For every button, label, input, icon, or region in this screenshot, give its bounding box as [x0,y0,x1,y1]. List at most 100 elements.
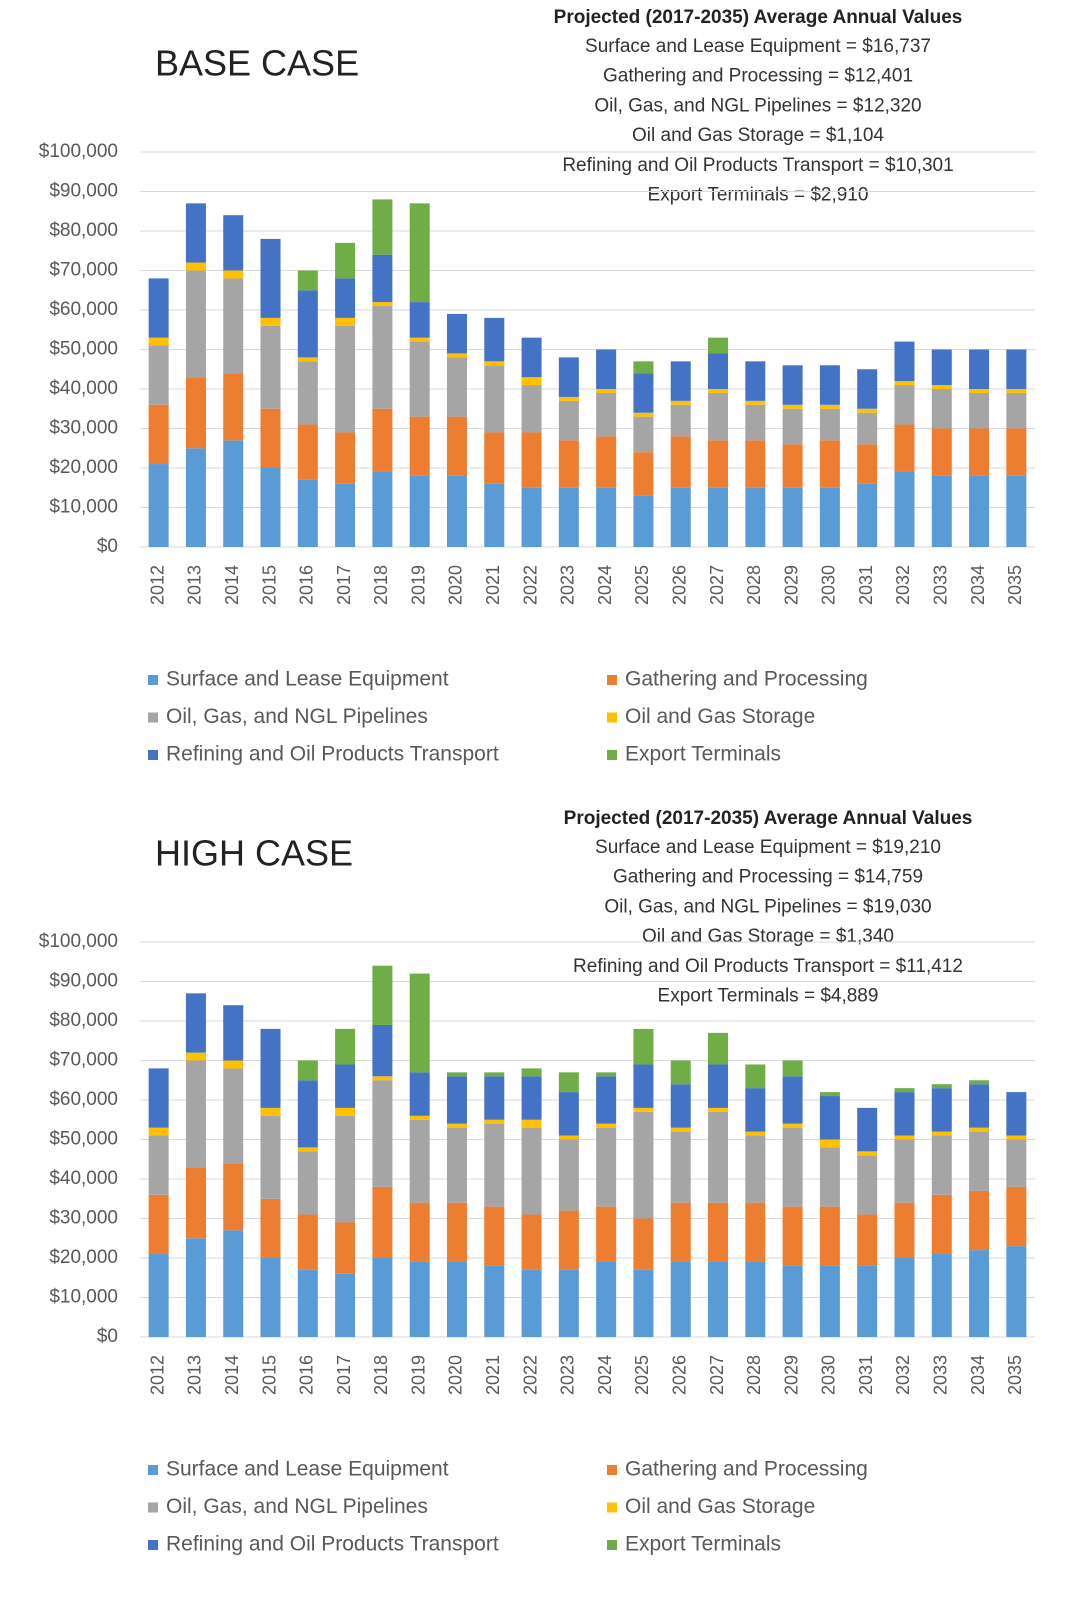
bar-segment [185,377,206,449]
legend-swatch [148,1465,158,1475]
bar-segment [670,400,691,405]
bar-segment [484,317,505,362]
x-tick-label: 2025 [632,565,652,605]
bar-segment [931,385,952,389]
bar-segment [521,385,542,433]
bar-segment [745,440,766,488]
x-tick-label: 2034 [968,565,988,605]
bar-segment [782,1076,803,1124]
bar-segment [372,1080,393,1187]
x-tick-label: 2022 [520,565,540,605]
x-tick-label: 2013 [185,1355,205,1395]
bar-segment [819,1265,840,1337]
bar-segment [484,365,505,433]
x-tick-label: 2022 [520,1355,540,1395]
x-tick-label: 2024 [595,1355,615,1395]
y-tick-label: $80,000 [49,1010,118,1031]
y-tick-label: $30,000 [49,418,118,439]
x-tick-label: 2015 [259,1355,279,1395]
bar-segment [819,440,840,488]
bar-segment [148,1135,169,1195]
bar-segment [1006,475,1027,547]
x-tick-label: 2027 [707,565,727,605]
x-tick-label: 2034 [968,1355,988,1395]
bar-segment [335,325,356,433]
bar-segment [372,306,393,409]
bar-segment [297,1147,318,1152]
x-tick-label: 2031 [856,1355,876,1395]
bar-segment [596,1206,617,1262]
bar-segment [297,357,318,362]
bar-segment [633,452,654,496]
bar-segment [297,361,318,425]
bar-segment [819,365,840,405]
bar-segment [223,1005,244,1061]
bar-segment [148,345,169,405]
bar-segment [819,1096,840,1140]
x-tick-label: 2021 [483,565,503,605]
bar-segment [335,1028,356,1065]
bar-segment [185,1167,206,1239]
bar-segment [409,341,430,417]
bar-segment [894,341,915,382]
y-tick-label: $10,000 [49,1287,118,1308]
annotation-line: Refining and Oil Products Transport = $1… [573,956,963,977]
bar-segment [596,1127,617,1207]
bar-segment [857,1151,878,1156]
bar-segment [223,373,244,441]
bar-segment [819,404,840,409]
bar-segment [223,215,244,271]
bar-segment [446,357,467,417]
bar-segment [223,270,244,279]
x-tick-label: 2023 [558,1355,578,1395]
bar-segment [931,1131,952,1136]
bar-segment [745,1261,766,1337]
x-tick-label: 2018 [371,1355,391,1395]
bar-segment [745,1088,766,1132]
bar-segment [708,1064,729,1108]
bar-segment [708,440,729,488]
bar-segment [185,448,206,547]
bar-segment [260,1198,281,1258]
bar-segment [409,337,430,342]
bar-segment [1006,1139,1027,1187]
bar-segment [148,278,169,338]
bar-segment [745,1064,766,1089]
bar-segment [372,1258,393,1337]
bar-segment [148,404,169,465]
bar-segment [446,416,467,476]
bar-segment [969,1084,990,1128]
x-tick-label: 2025 [632,1355,652,1395]
bar-segment [521,1119,542,1128]
bar-segment [782,444,803,488]
y-tick-label: $40,000 [49,378,118,399]
bar-segment [223,1068,244,1164]
bar-segment [297,290,318,358]
bar-segment [521,1214,542,1270]
bar-segment [260,1028,281,1108]
bar-segment [446,475,467,547]
bar-segment [819,1147,840,1207]
bar-segment [633,373,654,413]
bar-segment [969,1131,990,1191]
bar-segment [782,1265,803,1337]
x-tick-label: 2029 [781,565,801,605]
bar-segment [335,1273,356,1337]
bar-segment [223,278,244,374]
annotation-line: Oil and Gas Storage = $1,104 [632,125,884,146]
x-tick-label: 2017 [334,1355,354,1395]
bar-segment [819,1206,840,1266]
bar-segment [484,1265,505,1337]
bar-segment [446,1202,467,1262]
bar-segment [931,1254,952,1337]
bar-segment [670,1060,691,1085]
x-tick-label: 2020 [446,565,466,605]
bar-segment [633,1064,654,1108]
legend-label: Oil, Gas, and NGL Pipelines [166,1495,428,1518]
x-tick-label: 2028 [744,1355,764,1395]
x-tick-label: 2032 [893,565,913,605]
bar-segment [633,1028,654,1065]
bar-segment [484,1072,505,1077]
case-title: HIGH CASE [155,833,353,874]
bar-segment [708,392,729,441]
